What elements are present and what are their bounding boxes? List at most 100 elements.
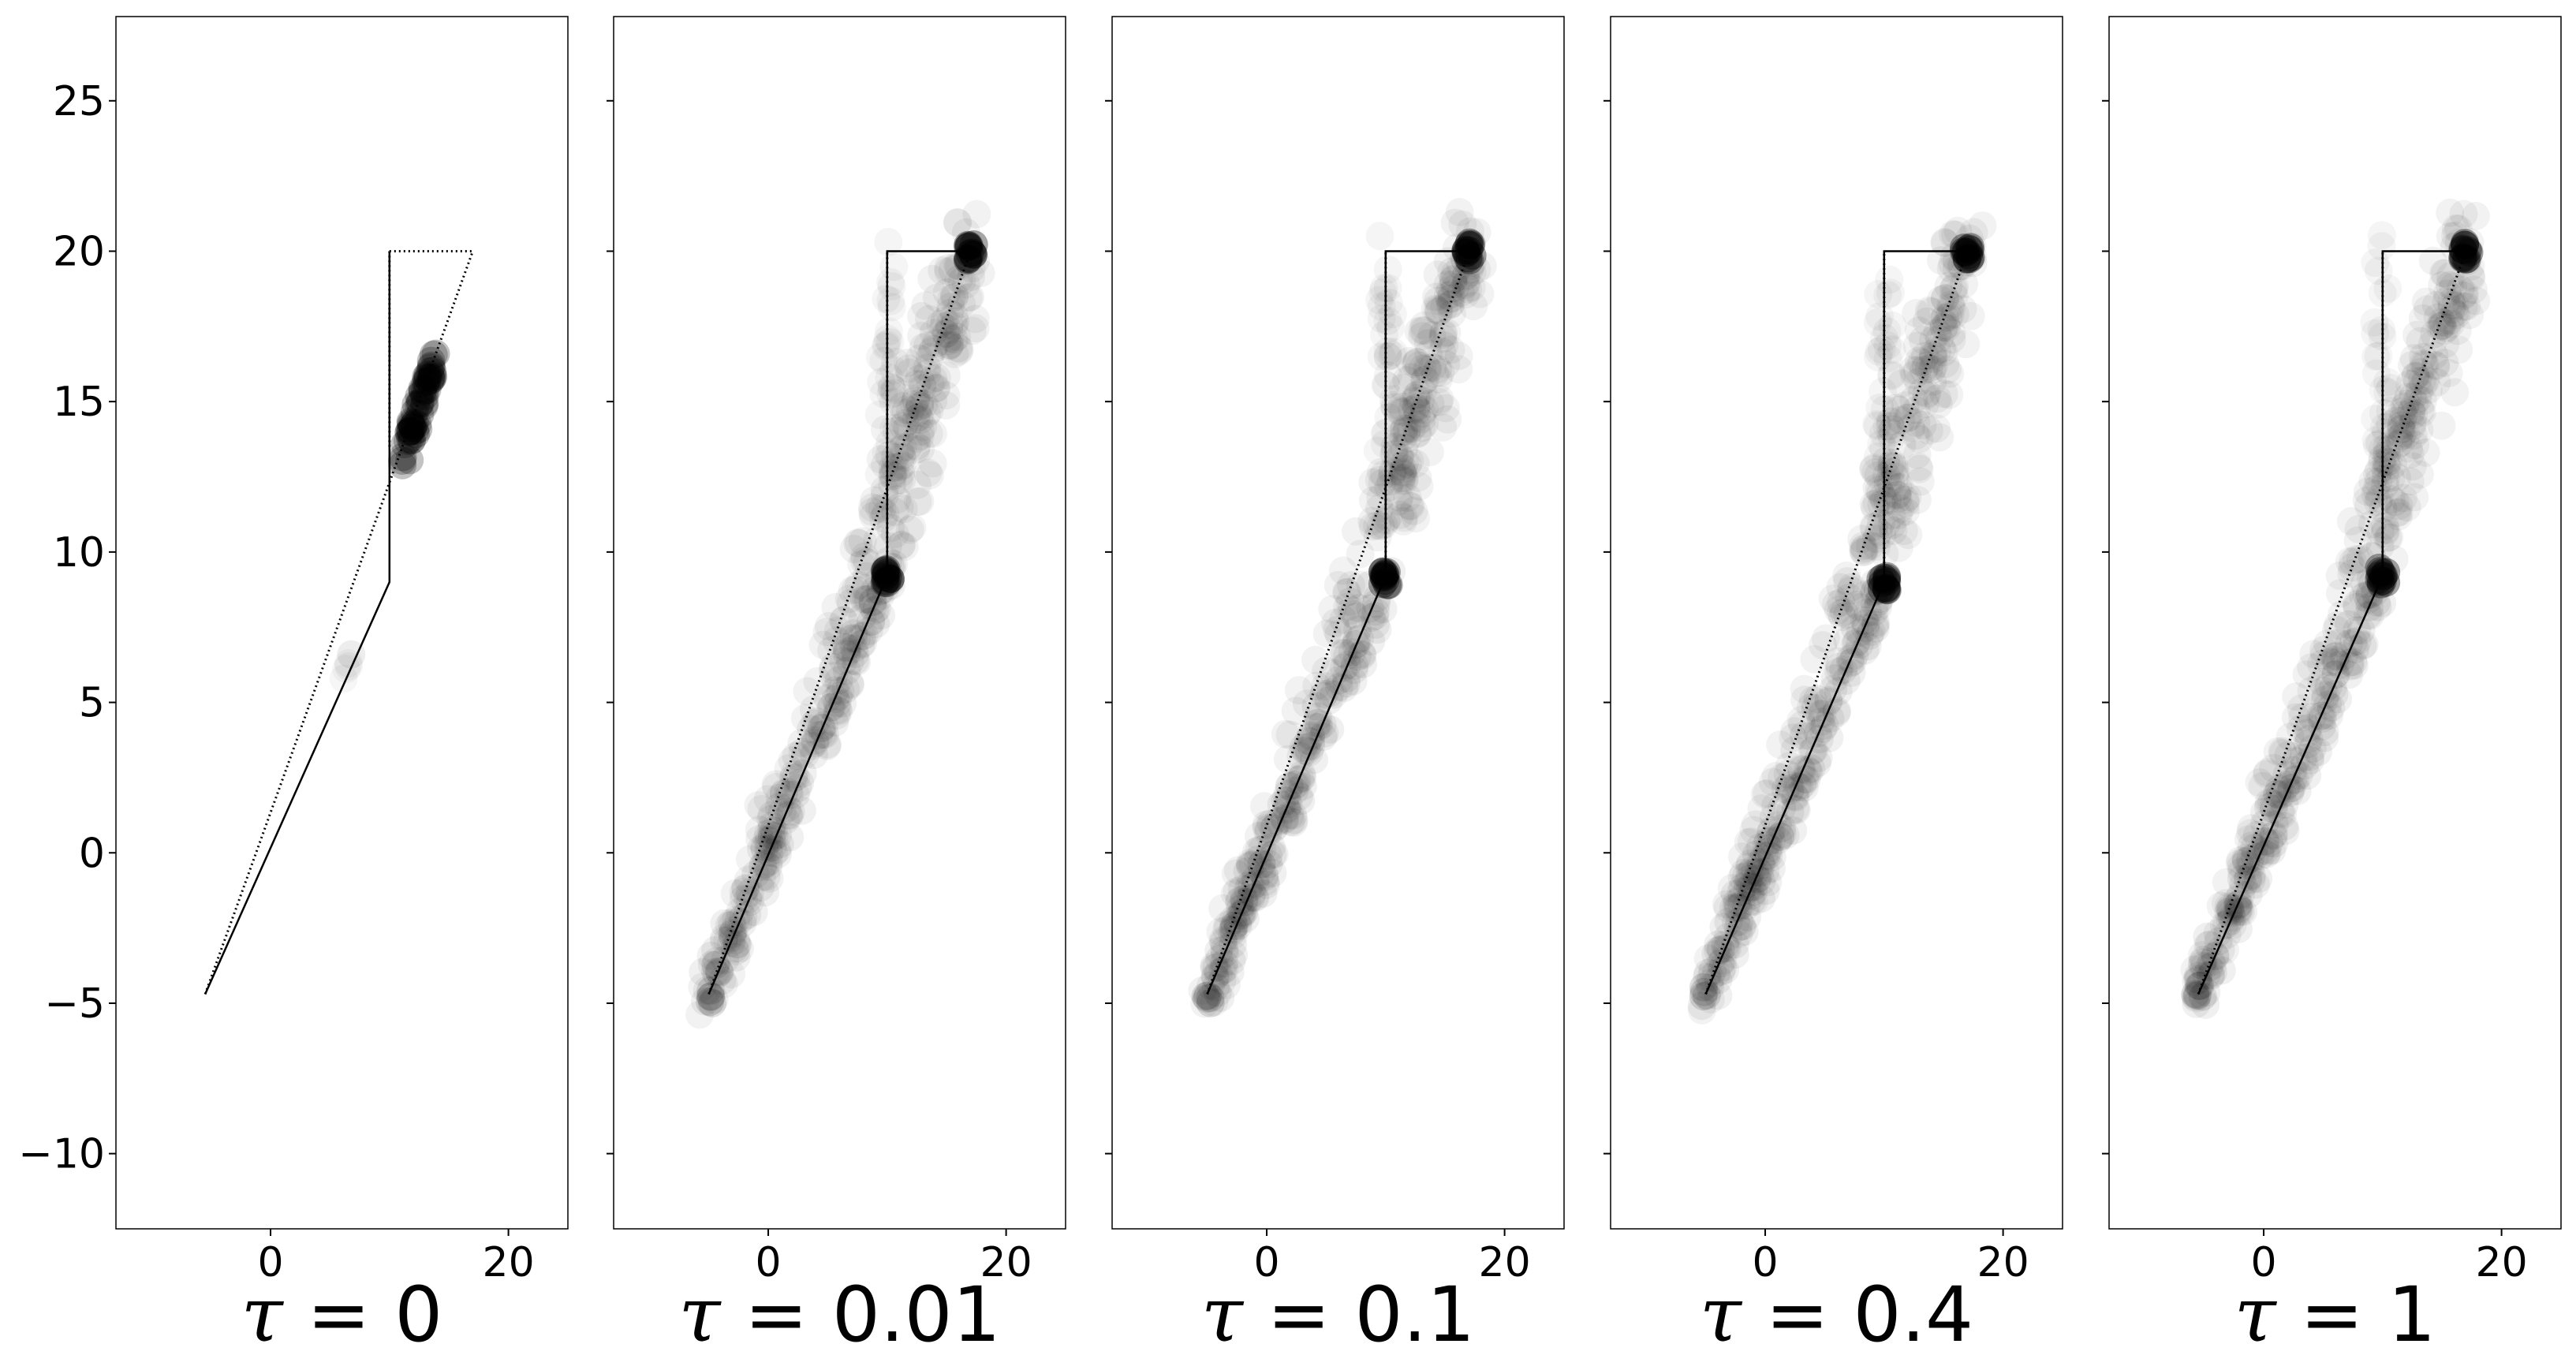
cloud-point <box>2436 288 2466 317</box>
y-tick-label: −10 <box>18 1131 105 1178</box>
cloud-point <box>2343 590 2372 619</box>
cloud-point <box>1859 454 1888 483</box>
cloud-point <box>1796 693 1825 722</box>
x-tick-label: 0 <box>755 1239 781 1286</box>
cloud-point <box>2452 292 2481 321</box>
x-tick-label: 20 <box>483 1239 535 1286</box>
cloud-point <box>1249 879 1278 908</box>
panel-title: τ = 0 <box>241 1271 443 1359</box>
cloud-point <box>1386 500 1415 529</box>
cloud-point <box>1369 556 1398 585</box>
cloud-point <box>2337 559 2366 588</box>
cloud-point <box>2271 816 2300 846</box>
cloud-point <box>1312 619 1342 648</box>
cloud-point <box>1788 770 1817 799</box>
cloud-point <box>2228 897 2257 926</box>
cloud-endpoint <box>2365 553 2394 582</box>
cloud-point <box>926 309 955 338</box>
cloud-point <box>2399 408 2428 437</box>
cloud-point <box>1861 614 1890 643</box>
cloud-point <box>2401 431 2430 460</box>
cloud-point <box>1865 393 1895 422</box>
cloud-point <box>2234 880 2263 909</box>
cloud-point <box>2322 615 2351 644</box>
cloud-point <box>1286 764 1315 793</box>
cloud-point <box>1304 702 1333 731</box>
cloud-endpoint <box>2372 558 2401 587</box>
cloud-point <box>2226 897 2255 926</box>
cloud-endpoint <box>2368 566 2397 595</box>
cloud-point <box>1230 904 1260 933</box>
cloud-point <box>2266 799 2295 828</box>
cloud-point <box>1837 659 1866 688</box>
cloud-point <box>1710 931 1739 960</box>
cloud-point <box>2423 303 2452 332</box>
cloud-point <box>1316 678 1345 707</box>
cloud-point <box>752 825 782 854</box>
cloud-point <box>1357 506 1387 536</box>
cloud-point <box>1941 220 1970 249</box>
cloud-point <box>822 700 851 730</box>
cloud-point <box>2270 812 2299 841</box>
cloud-point <box>1857 617 1886 646</box>
cloud-point <box>2429 316 2458 345</box>
cloud-point <box>1275 801 1305 830</box>
cloud-point <box>843 528 872 558</box>
cloud-point <box>887 441 917 470</box>
cloud-point <box>2290 751 2319 780</box>
cloud-point <box>1797 754 1826 783</box>
cloud-point <box>1328 556 1357 585</box>
cloud-point <box>2346 616 2376 645</box>
cloud-point <box>1925 324 1954 353</box>
cloud-point <box>951 270 980 299</box>
cloud-point <box>1914 416 1943 445</box>
cloud-point <box>1919 341 1948 370</box>
cloud-point <box>909 333 938 362</box>
cloud-point <box>1408 354 1437 383</box>
cloud-point <box>1402 403 1432 432</box>
cloud-point <box>931 381 961 410</box>
cloud-point <box>2391 392 2420 421</box>
cloud-point <box>1363 615 1392 644</box>
cloud-point <box>1279 805 1309 834</box>
cloud-point <box>1374 288 1403 317</box>
cloud-point <box>1751 876 1780 905</box>
cloud-point <box>1210 935 1239 964</box>
cloud-point <box>2383 463 2412 492</box>
dotted-path <box>2197 250 2467 995</box>
cloud-point <box>774 754 803 783</box>
cloud-point <box>1795 722 1824 751</box>
cloud-endpoint <box>871 562 900 592</box>
cloud-point <box>2323 610 2352 640</box>
cloud-point <box>2421 352 2451 381</box>
cloud-point <box>1423 286 1452 315</box>
cloud-point <box>940 301 969 330</box>
cloud-point <box>1373 360 1402 390</box>
cloud-point <box>1208 926 1238 955</box>
cloud-point <box>1907 348 1936 377</box>
cloud-point <box>2392 493 2421 522</box>
cloud-point <box>1456 252 1485 281</box>
cloud-point <box>1880 452 1909 481</box>
cloud-point <box>1905 454 1934 483</box>
cloud-endpoint <box>954 233 983 262</box>
cloud-point <box>1193 984 1222 1014</box>
cloud-endpoint <box>2372 568 2401 597</box>
cloud-point <box>898 513 927 543</box>
cloud-point <box>877 552 906 581</box>
cloud-point <box>723 930 752 959</box>
cloud-point <box>808 630 838 659</box>
cloud-point <box>2383 498 2412 528</box>
cloud-point <box>2216 893 2245 922</box>
solid-path <box>203 251 391 995</box>
cloud-endpoint <box>1955 235 1984 264</box>
cloud-point <box>834 584 864 614</box>
cloud-point <box>2203 919 2232 948</box>
cloud-point <box>398 413 427 442</box>
cloud-point <box>1349 649 1378 678</box>
cloud-point <box>1872 317 1902 346</box>
cloud-point <box>1333 578 1362 607</box>
cloud-point <box>1757 854 1786 883</box>
cloud-point <box>826 677 855 706</box>
cloud-point <box>405 400 435 429</box>
